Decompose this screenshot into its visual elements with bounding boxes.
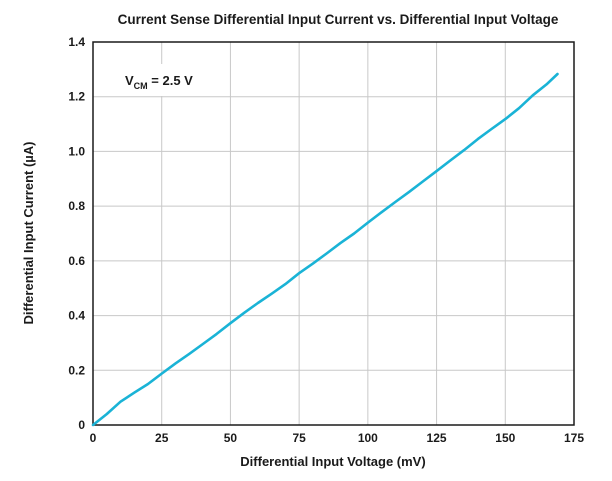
x-tick-label: 150 bbox=[495, 431, 515, 445]
x-tick-label: 25 bbox=[155, 431, 169, 445]
y-tick-label: 1.0 bbox=[68, 144, 85, 158]
y-tick-label: 1.2 bbox=[68, 90, 85, 104]
y-tick-label: 0.2 bbox=[68, 363, 85, 377]
x-tick-label: 0 bbox=[90, 431, 97, 445]
x-tick-label: 175 bbox=[564, 431, 584, 445]
y-tick-label: 1.4 bbox=[68, 35, 85, 49]
x-tick-label: 100 bbox=[358, 431, 378, 445]
x-tick-label: 75 bbox=[292, 431, 306, 445]
series-line bbox=[91, 72, 559, 427]
annotation-vcm: VCM = 2.5 V bbox=[125, 73, 193, 91]
y-tick-label: 0.8 bbox=[68, 199, 85, 213]
plot-frame bbox=[92, 41, 575, 426]
y-tick-label: 0.6 bbox=[68, 254, 85, 268]
y-axis-label: Differential Input Current (µA) bbox=[21, 142, 36, 325]
y-tick-labels: 0 0.2 0.4 0.6 0.8 1.0 1.2 1.4 bbox=[68, 35, 85, 432]
series-group bbox=[91, 72, 559, 427]
x-tick-label: 50 bbox=[224, 431, 238, 445]
y-tick-label: 0.4 bbox=[68, 309, 85, 323]
annotation-background bbox=[110, 64, 220, 96]
annotation-subscript: CM bbox=[134, 81, 148, 91]
y-tick-label: 0 bbox=[78, 418, 85, 432]
chart-title: Current Sense Differential Input Current… bbox=[118, 12, 559, 27]
x-axis-label: Differential Input Voltage (mV) bbox=[240, 454, 425, 469]
x-tick-labels: 0 25 50 75 100 125 150 175 bbox=[90, 431, 585, 445]
annotation-value: = 2.5 V bbox=[148, 73, 193, 88]
gridlines bbox=[93, 42, 574, 425]
annotation-main: V bbox=[125, 73, 134, 88]
x-tick-label: 125 bbox=[427, 431, 447, 445]
